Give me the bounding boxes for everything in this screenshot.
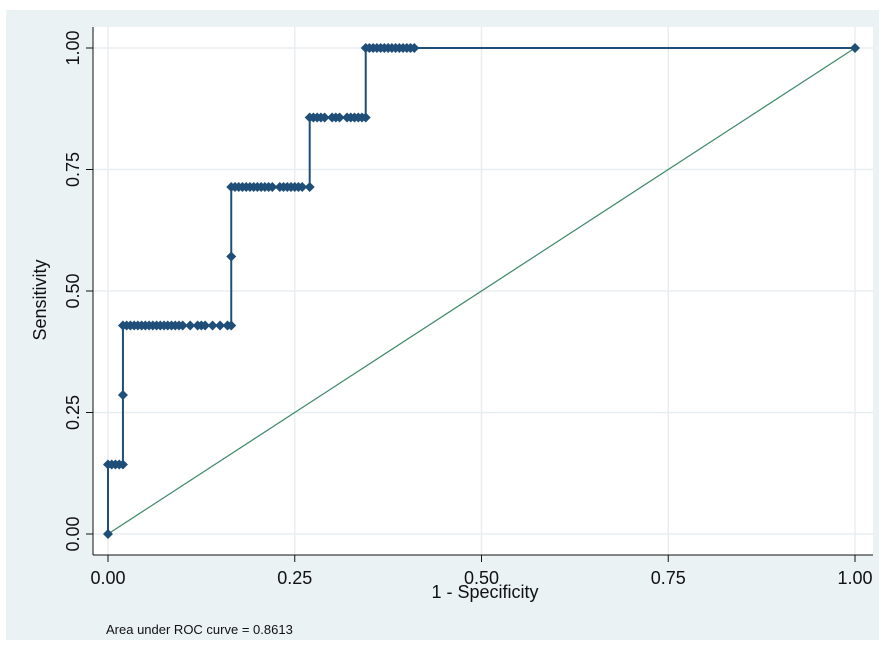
- roc-point: [185, 320, 196, 331]
- x-tick-label: 1.00: [837, 568, 872, 588]
- axes: 0.00 0.25 0.50 0.75 1.00 0.00 0.25 0.50 0.75 1.00: [63, 27, 873, 588]
- roc-point: [117, 459, 128, 470]
- reference-line: [107, 47, 856, 535]
- y-tick-label: 0.75: [63, 152, 83, 187]
- roc-point: [334, 112, 345, 123]
- y-tick-label: 1.00: [63, 30, 83, 65]
- chart-background: 0.00 0.25 0.50 0.75 1.00 0.00 0.25 0.50 0.75 1.00…: [6, 10, 879, 640]
- x-axis-title: 1 - Specificity: [431, 582, 538, 602]
- x-tick-label: 0.75: [651, 568, 686, 588]
- roc-point: [297, 181, 308, 192]
- roc-point: [226, 251, 237, 262]
- roc-point: [117, 390, 128, 401]
- y-tick-label: 0.00: [63, 516, 83, 551]
- roc-point: [267, 181, 278, 192]
- x-tick-label: 0.00: [90, 568, 125, 588]
- roc-point: [319, 112, 330, 123]
- x-tick-label: 0.25: [277, 568, 312, 588]
- x-tick-label: 0.50: [464, 568, 499, 588]
- roc-point: [360, 112, 371, 123]
- roc-point: [409, 43, 420, 53]
- auc-annotation: Area under ROC curve = 0.8613: [106, 622, 293, 637]
- roc-point: [850, 43, 860, 53]
- y-tick-label: 0.50: [63, 273, 83, 308]
- roc-point: [103, 529, 113, 539]
- y-tick-label: 0.25: [63, 395, 83, 430]
- roc-point: [200, 320, 211, 331]
- roc-chart: 0.00 0.25 0.50 0.75 1.00 0.00 0.25 0.50 0.75 1.00…: [30, 27, 873, 602]
- roc-point: [207, 320, 218, 331]
- roc-point: [177, 320, 188, 331]
- series-layer: [103, 43, 860, 539]
- roc-point: [215, 320, 226, 331]
- roc-point: [304, 181, 315, 192]
- y-axis-title: Sensitivity: [30, 259, 50, 340]
- roc-point: [226, 320, 237, 331]
